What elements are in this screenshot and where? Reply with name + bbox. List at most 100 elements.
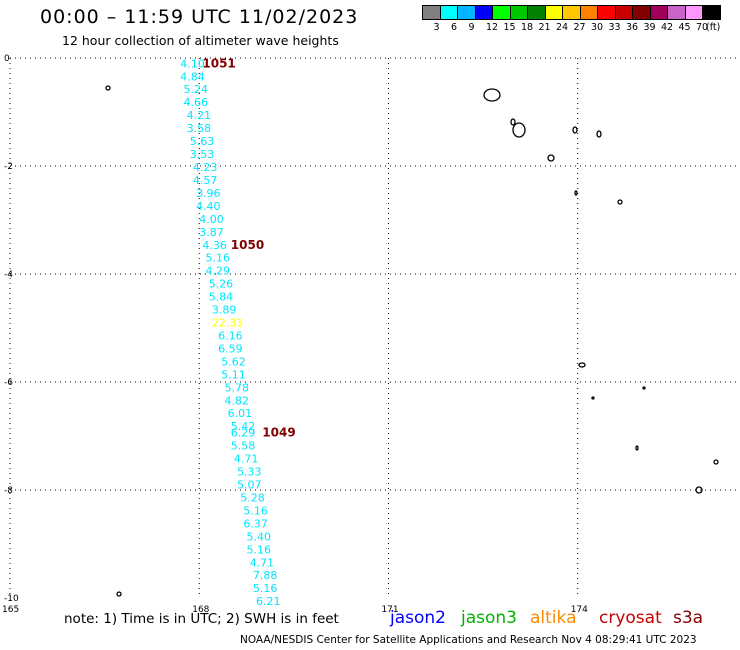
pass-time-label: 1049 (262, 426, 295, 440)
swh-value-label: 5.16 (243, 504, 268, 517)
swh-value-label: 5.63 (190, 135, 215, 148)
x-tick-label: 168 (192, 605, 209, 615)
satellite-label-cryosat: cryosat (599, 608, 662, 628)
chart-subtitle: 12 hour collection of altimeter wave hei… (62, 33, 339, 48)
swh-value-label: 4.36 (202, 239, 227, 252)
swh-value-label: 4.29 (206, 265, 231, 278)
legend-label: 30 (591, 22, 604, 33)
legend-label: 39 (643, 22, 656, 33)
island-outline (547, 154, 555, 162)
island-outline (105, 85, 111, 91)
swh-value-label: 4.57 (193, 174, 218, 187)
swh-value-label: 5.07 (237, 479, 261, 492)
swh-value-label: 5.16 (247, 543, 271, 556)
swh-value-label: 5.26 (209, 278, 234, 291)
y-tick-label: 0 (4, 54, 10, 64)
grid-lines (9, 57, 740, 598)
y-tick-label: -4 (4, 270, 13, 280)
swh-value-label: 5.24 (183, 83, 208, 96)
x-tick-label: 174 (571, 605, 588, 615)
island-outline (695, 486, 703, 494)
legend-label: 24 (556, 22, 569, 33)
swh-value-label: 4.71 (234, 453, 259, 466)
swh-value-label: 5.16 (253, 582, 278, 595)
swh-value-label: 4.40 (196, 200, 221, 213)
pass-time-label: 1050 (231, 238, 264, 252)
swh-value-label: 6.37 (243, 517, 268, 530)
legend-label: 45 (678, 22, 691, 33)
y-tick-label: -2 (4, 162, 13, 172)
satellite-label-jason3: jason3 (461, 608, 517, 628)
legend-label: 12 (486, 22, 499, 33)
satellite-label-s3a: s3a (673, 608, 704, 628)
swh-value-label: 4.71 (250, 556, 275, 569)
y-tick-label: -6 (4, 378, 13, 388)
satellite-label-jason2: jason2 (390, 608, 446, 628)
footer-credit: NOAA/NESDIS Center for Satellite Applica… (240, 634, 697, 646)
footer-note: note: 1) Time is in UTC; 2) SWH is in fe… (64, 611, 339, 627)
swh-value-label: 4.23 (193, 161, 218, 174)
swh-value-label: 4.84 (180, 70, 205, 83)
island-outline (510, 118, 516, 126)
island-outlines (105, 85, 719, 597)
island-outline (578, 362, 586, 368)
island-outline (512, 122, 526, 138)
x-tick-label: 165 (2, 605, 19, 615)
island-outline (483, 88, 501, 102)
swh-value-label: 6.01 (228, 407, 253, 420)
island-outline (635, 445, 639, 451)
legend-label: 18 (521, 22, 534, 33)
legend-label: 27 (573, 22, 586, 33)
swh-value-label: 7.88 (253, 569, 278, 582)
swh-value-label: 6.59 (218, 342, 243, 355)
swh-value-label: 6.29 (231, 427, 256, 440)
island-outline (617, 199, 623, 205)
swh-value-label: 5.42 (231, 420, 256, 433)
chart-title: 00:00 – 11:59 UTC 11/02/2023 (40, 6, 359, 28)
swh-value-label: 3.58 (187, 122, 212, 135)
swh-value-label: 4.00 (199, 213, 224, 226)
island-outline (596, 130, 602, 138)
legend-label: 42 (661, 22, 674, 33)
island-outline (642, 386, 646, 390)
legend-label: 33 (608, 22, 621, 33)
swh-value-label: 5.11 (221, 368, 246, 381)
swh-value-label: 3.53 (190, 148, 215, 161)
swh-value-label: 4.10 (180, 57, 205, 70)
legend-label: (ft) (706, 22, 721, 33)
swh-value-label: 5.28 (240, 491, 265, 504)
island-outline (574, 190, 578, 196)
legend-label: 15 (503, 22, 516, 33)
legend-label: 21 (538, 22, 551, 33)
swh-value-label: 4.21 (187, 109, 212, 122)
swh-value-label: 5.62 (221, 355, 246, 368)
swh-value-label: 5.84 (209, 291, 234, 304)
pass-time-label: 1051 (202, 56, 235, 70)
legend-label: 6 (451, 22, 458, 33)
satellite-label-altika: altika (530, 608, 577, 628)
time-labels: 10511050104906480647 (202, 56, 295, 440)
y-tick-label: -10 (4, 594, 19, 604)
swh-value-label: 5.58 (231, 440, 256, 453)
swh-value-label: 3.89 (212, 304, 237, 317)
x-tick-label: 171 (381, 605, 398, 615)
y-tick-label: -8 (4, 486, 13, 496)
swh-value-label: 5.16 (206, 252, 231, 265)
swh-value-label: 3.87 (199, 226, 224, 239)
island-outline (116, 591, 122, 597)
legend-label: 70 (696, 22, 709, 33)
legend-label: 36 (626, 22, 639, 33)
island-outline (572, 126, 578, 134)
swh-value-label: 22.31 (212, 317, 244, 330)
swh-value-label: 5.33 (237, 466, 261, 479)
swh-value-label: 3.96 (196, 187, 221, 200)
island-outline (713, 459, 719, 465)
island-outline (591, 396, 595, 400)
swh-value-label: 4.82 (224, 394, 249, 407)
legend-label: 3 (433, 22, 440, 33)
swh-value-label: 6.16 (218, 329, 243, 342)
swh-value-label: 4.66 (183, 96, 208, 109)
legend-label: 9 (468, 22, 475, 33)
